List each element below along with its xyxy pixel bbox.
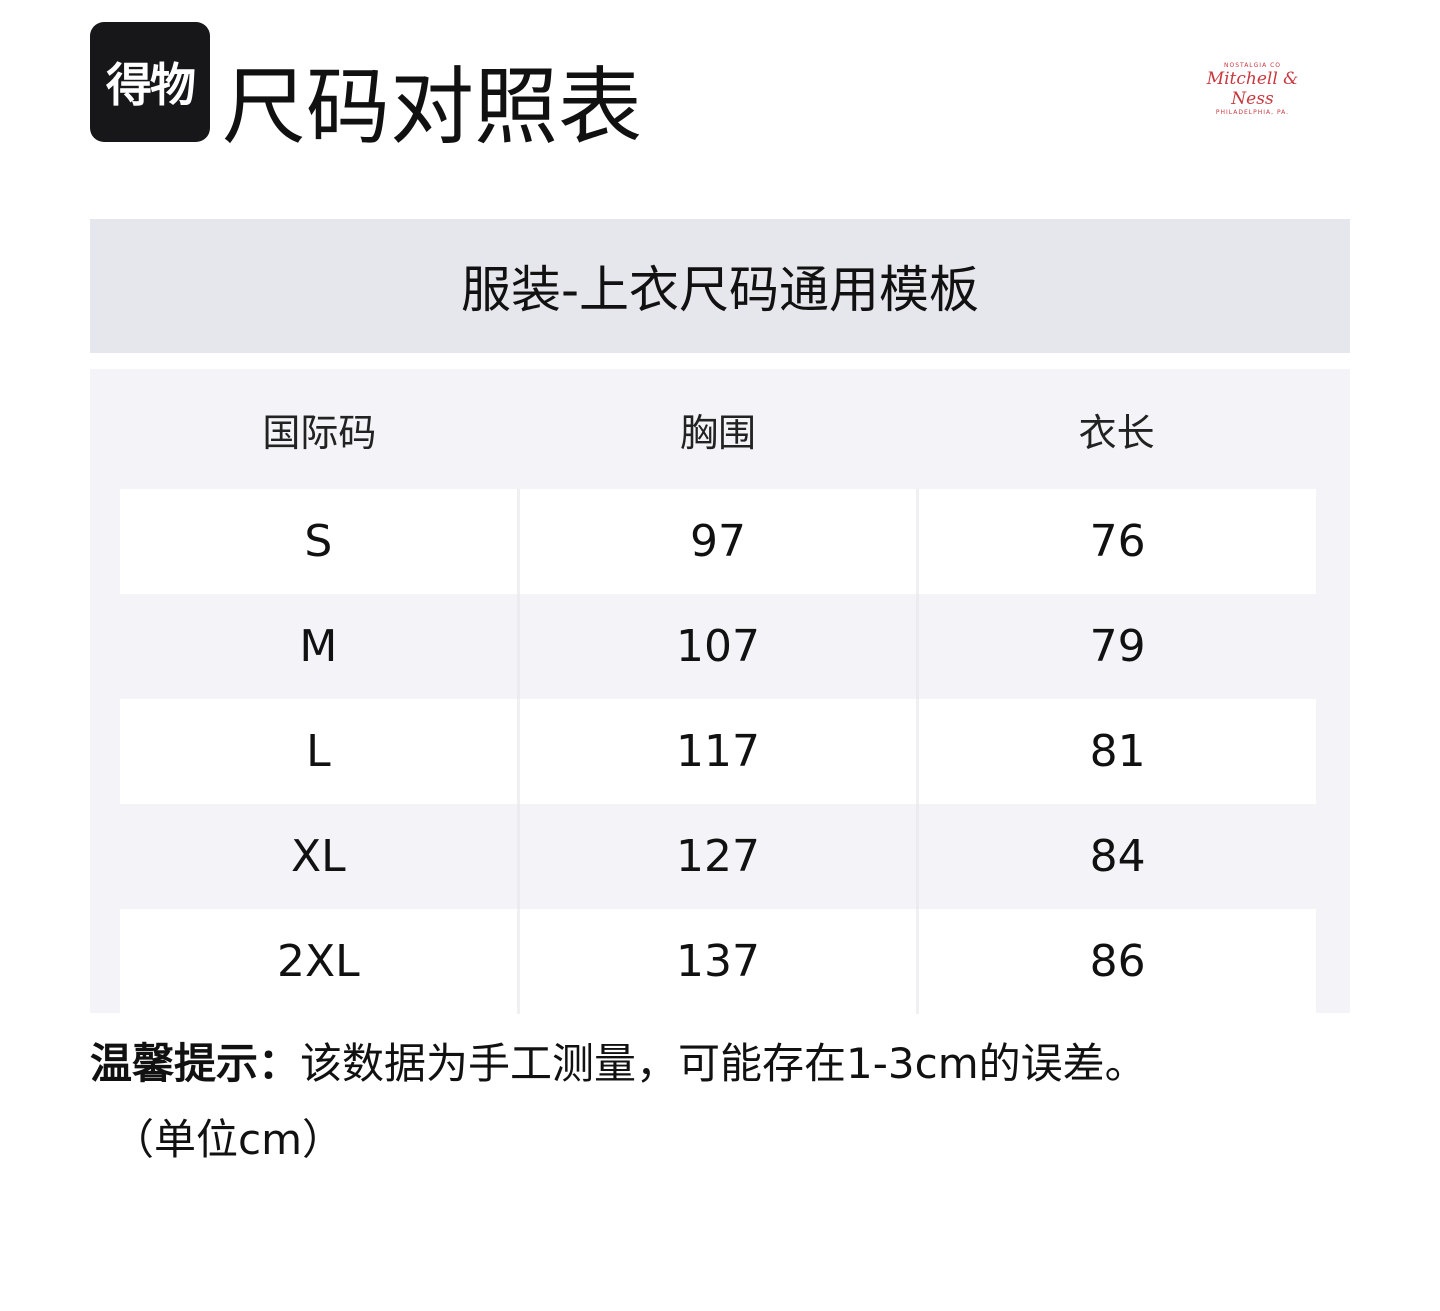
unit-note: （单位cm） bbox=[112, 1115, 345, 1164]
note-text: 该数据为手工测量，可能存在1-3cm的误差。 bbox=[300, 1039, 1147, 1088]
cell-length: 84 bbox=[1089, 831, 1146, 882]
brand-logo-bottom: PHILADELPHIA, PA. bbox=[1215, 109, 1290, 116]
cell-chest: 107 bbox=[520, 594, 920, 699]
cell-length: 86 bbox=[1089, 936, 1146, 987]
page-title: 尺码对照表 bbox=[222, 58, 643, 156]
cell-length: 79 bbox=[1089, 621, 1146, 672]
table-caption: 服装-上衣尺码通用模板 bbox=[90, 219, 1350, 353]
header-chest: 胸围 bbox=[680, 410, 757, 455]
cell-chest: 127 bbox=[520, 804, 920, 909]
table-header: 国际码 胸围 衣长 bbox=[120, 369, 1316, 489]
cell-size: XL bbox=[120, 804, 520, 909]
cell-chest: 97 bbox=[520, 489, 920, 594]
cell-size: S bbox=[120, 489, 520, 594]
cell-size: 2XL bbox=[120, 909, 520, 1014]
cell-size: M bbox=[120, 594, 520, 699]
note-label: 温馨提示： bbox=[90, 1039, 301, 1088]
measurement-note: 温馨提示：该数据为手工测量，可能存在1-3cm的误差。 bbox=[90, 1032, 1390, 1096]
cell-size: L bbox=[120, 699, 520, 804]
table-row: XL 127 84 bbox=[120, 804, 1316, 909]
header-size: 国际码 bbox=[262, 410, 377, 455]
table-row: 2XL 137 86 bbox=[120, 909, 1316, 1014]
header-length: 衣长 bbox=[1078, 410, 1155, 455]
table-row: M 107 79 bbox=[120, 594, 1316, 699]
cell-chest: 137 bbox=[520, 909, 920, 1014]
cell-length: 81 bbox=[1089, 726, 1146, 777]
table-row: L 117 81 bbox=[120, 699, 1316, 804]
cell-chest: 117 bbox=[520, 699, 920, 804]
brand-logo-top: NOSTALGIA CO bbox=[1223, 62, 1281, 69]
table-row: S 97 76 bbox=[120, 489, 1316, 594]
dewu-logo: 得物 bbox=[90, 22, 210, 142]
size-table: 国际码 胸围 衣长 S 97 76 M 107 79 L 117 81 XL 1… bbox=[90, 369, 1350, 1014]
brand-logo: NOSTALGIA CO Mitchell & Ness PHILADELPHI… bbox=[1190, 62, 1315, 116]
brand-logo-name: Mitchell & Ness bbox=[1206, 69, 1299, 109]
cell-length: 76 bbox=[1089, 516, 1146, 567]
